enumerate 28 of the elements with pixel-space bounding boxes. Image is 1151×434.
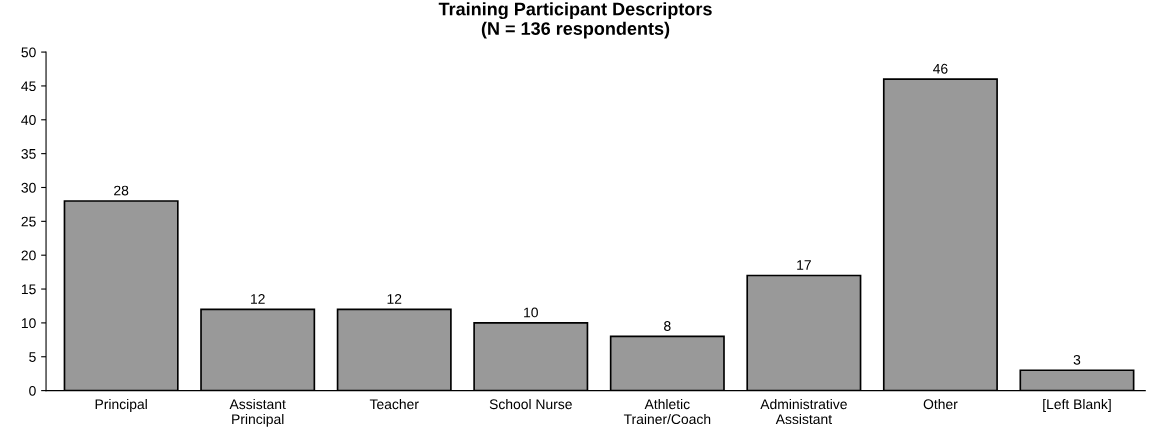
data-label: 17 <box>797 260 811 270</box>
y-tick-label: 10 <box>21 318 36 329</box>
y-tick-label: 25 <box>21 216 36 227</box>
data-label: 8 <box>664 321 671 331</box>
x-tick-label: Teacher <box>369 398 419 410</box>
data-label: 10 <box>524 307 538 318</box>
y-tick-label: 5 <box>29 352 36 362</box>
data-label: 46 <box>933 63 948 74</box>
y-tick-label: 15 <box>21 284 36 295</box>
data-label: 3 <box>1073 354 1081 365</box>
data-label: 28 <box>114 185 129 196</box>
chart-title: Training Participant Descriptors (N = 136 respondents) <box>438 2 712 39</box>
y-tick-label: 45 <box>21 81 36 92</box>
y-tick-label: 30 <box>21 182 36 193</box>
y-tick-label: 20 <box>21 250 36 261</box>
data-label: 12 <box>387 294 402 304</box>
x-tick-label: Other <box>923 398 958 410</box>
x-tick-label: Principal <box>95 398 147 412</box>
x-tick-label: [Left Blank] <box>1043 398 1111 412</box>
data-label: 12 <box>251 294 265 304</box>
y-tick-label: 35 <box>21 148 36 159</box>
y-tick-label: 50 <box>21 47 36 58</box>
x-tick-label: Athletic Trainer/Coach <box>623 398 711 425</box>
y-tick-label: 0 <box>29 385 36 396</box>
x-tick-label: School Nurse <box>489 398 572 410</box>
y-tick-label: 40 <box>21 115 36 125</box>
x-tick-label: Administrative Assistant <box>760 398 847 425</box>
x-tick-label: Assistant Principal <box>229 398 286 427</box>
